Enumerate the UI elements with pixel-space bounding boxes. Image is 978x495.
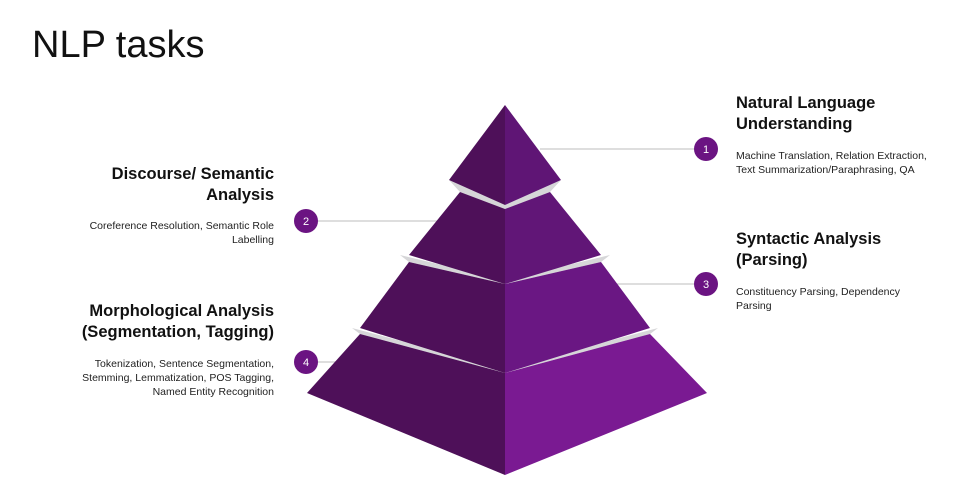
- level-1-desc-line: Text Summarization/Paraphrasing, QA: [736, 164, 915, 176]
- badge-number-1: 1: [703, 144, 709, 156]
- pyramid-tier-2-right: [505, 192, 601, 284]
- level-badge-2: 2: [294, 209, 318, 233]
- level-2-heading-line: Analysis: [206, 186, 274, 204]
- level-4-heading-line: (Segmentation, Tagging): [81, 323, 274, 341]
- badge-number-4: 4: [303, 357, 309, 369]
- pyramid-tier-1-left: [449, 105, 505, 205]
- level-3-desc-line: Parsing: [736, 300, 772, 312]
- level-1-desc-line: Machine Translation, Relation Extraction…: [736, 150, 927, 162]
- pyramid-tier-2-left: [409, 192, 505, 284]
- level-badge-1: 1: [694, 137, 718, 161]
- pyramid-tier-4-left: [307, 334, 505, 475]
- level-2-description: Coreference Resolution, Semantic Role La…: [44, 219, 274, 247]
- level-4-heading-line: Morphological Analysis: [89, 302, 274, 320]
- page-title: NLP tasks: [32, 24, 205, 66]
- level-3-description: Constituency Parsing, Dependency Parsing: [736, 285, 966, 313]
- level-2-heading-line: Discourse/ Semantic: [111, 165, 274, 183]
- level-4-desc-line: Named Entity Recognition: [152, 386, 274, 398]
- level-badge-3: 3: [694, 272, 718, 296]
- level-4-description: Tokenization, Sentence Segmentation, Ste…: [34, 357, 274, 399]
- level-3-block: Syntactic Analysis (Parsing) Constituenc…: [736, 229, 966, 313]
- pyramid-tier-1-right: [505, 105, 561, 205]
- level-badge-4: 4: [294, 350, 318, 374]
- level-4-block: Morphological Analysis (Segmentation, Ta…: [34, 301, 274, 399]
- level-1-heading: Natural Language Understanding: [736, 93, 966, 135]
- badge-number-2: 2: [303, 216, 309, 228]
- level-4-desc-line: Stemming, Lemmatization, POS Tagging,: [82, 372, 274, 384]
- pyramid-tier-4-right: [505, 334, 707, 475]
- pyramid-tier-3-left: [360, 262, 505, 373]
- level-3-desc-line: Constituency Parsing, Dependency: [736, 286, 901, 298]
- level-3-heading: Syntactic Analysis (Parsing): [736, 229, 966, 271]
- level-2-desc-line: Coreference Resolution, Semantic Role: [89, 220, 274, 232]
- badge-number-3: 3: [703, 279, 709, 291]
- level-1-block: Natural Language Understanding Machine T…: [736, 93, 966, 177]
- level-1-heading-line: Natural Language: [736, 94, 876, 112]
- pyramid-gap-1: [449, 180, 561, 209]
- level-2-heading: Discourse/ Semantic Analysis: [44, 164, 274, 206]
- level-1-description: Machine Translation, Relation Extraction…: [736, 149, 966, 177]
- pyramid-tier-3-right: [505, 262, 650, 373]
- level-2-desc-line: Labelling: [231, 234, 274, 246]
- level-3-heading-line: (Parsing): [736, 251, 808, 269]
- pyramid-gap-2: [400, 255, 610, 284]
- level-2-block: Discourse/ Semantic Analysis Coreference…: [44, 164, 274, 247]
- level-1-heading-line: Understanding: [736, 115, 853, 133]
- level-4-desc-line: Tokenization, Sentence Segmentation,: [94, 358, 274, 370]
- level-4-heading: Morphological Analysis (Segmentation, Ta…: [34, 301, 274, 343]
- level-3-heading-line: Syntactic Analysis: [736, 230, 882, 248]
